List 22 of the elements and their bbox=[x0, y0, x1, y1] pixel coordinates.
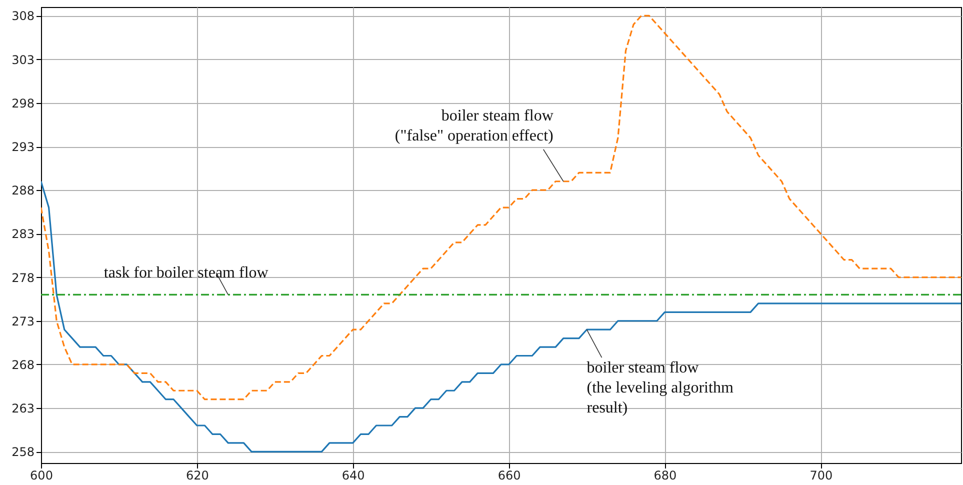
y-tick-label: 258 bbox=[12, 445, 34, 460]
y-tick-label: 293 bbox=[12, 140, 34, 154]
y-tick-label: 278 bbox=[12, 270, 34, 285]
y-tick-label: 273 bbox=[12, 314, 34, 328]
y-tick-label: 308 bbox=[12, 9, 34, 24]
x-tick-label: 600 bbox=[30, 468, 53, 482]
y-tick-label: 283 bbox=[12, 227, 34, 242]
annotation: boiler steam flow (the leveling algorithm result) bbox=[586, 360, 734, 417]
y-tick-label: 303 bbox=[12, 52, 34, 67]
x-tick-label: 640 bbox=[342, 468, 365, 482]
x-tick-label: 680 bbox=[654, 468, 677, 482]
line-series bbox=[41, 14, 961, 400]
y-tick-label: 288 bbox=[12, 184, 34, 198]
y-tick-label: 268 bbox=[12, 358, 34, 372]
line-series bbox=[41, 180, 961, 452]
x-tick-label: 660 bbox=[498, 468, 521, 482]
y-tick-label: 263 bbox=[12, 402, 34, 416]
y-tick-label: 298 bbox=[12, 96, 34, 110]
x-tick-label: 700 bbox=[810, 468, 833, 482]
x-tick-label: 620 bbox=[186, 468, 209, 482]
annotation: task for boiler steam flow bbox=[104, 264, 269, 282]
annotation: boiler steam flow ("false" operation effect) bbox=[394, 107, 554, 144]
